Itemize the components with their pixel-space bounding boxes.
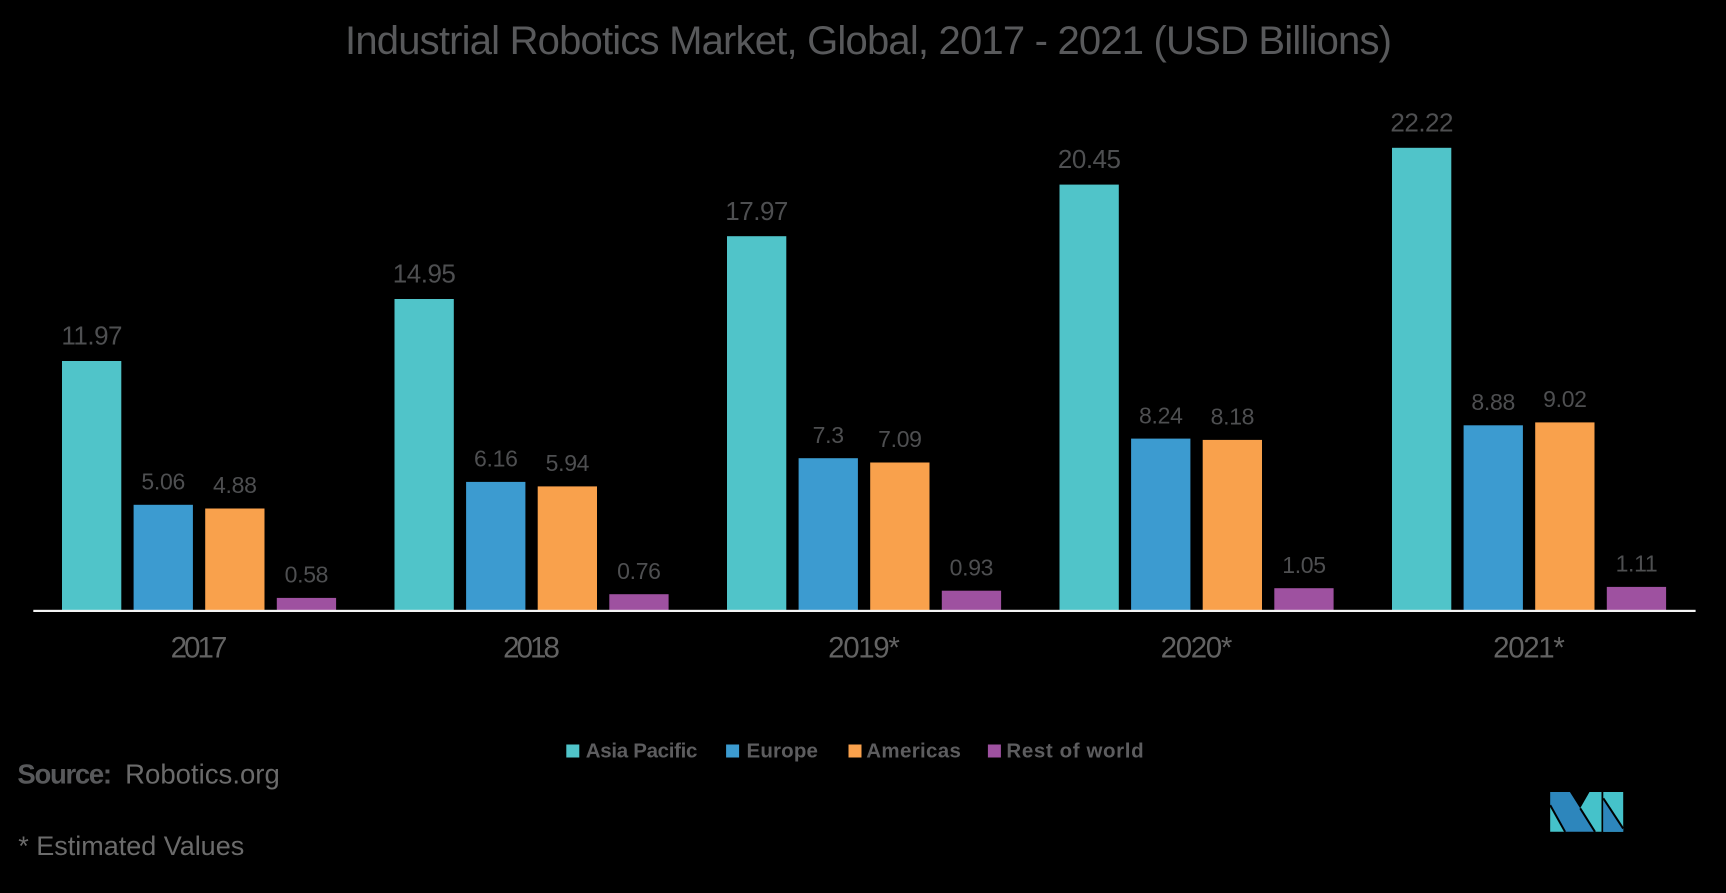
- svg-text:2017: 2017: [171, 632, 228, 665]
- svg-text:Americas: Americas: [866, 740, 961, 763]
- svg-text:20.45: 20.45: [1058, 144, 1121, 174]
- svg-text:17.97: 17.97: [725, 196, 788, 226]
- svg-text:1.11: 1.11: [1616, 551, 1658, 577]
- svg-text:0.58: 0.58: [285, 562, 329, 588]
- svg-text:1.05: 1.05: [1282, 552, 1326, 578]
- svg-text:2020*: 2020*: [1161, 632, 1233, 665]
- svg-text:Industrial Robotics Market, Gl: Industrial Robotics Market, Global, 2017…: [345, 19, 1392, 63]
- svg-text:7.3: 7.3: [813, 422, 844, 448]
- svg-text:6.16: 6.16: [474, 446, 518, 472]
- svg-text:8.24: 8.24: [1139, 402, 1183, 428]
- svg-text:8.88: 8.88: [1471, 389, 1515, 415]
- svg-text:0.76: 0.76: [617, 558, 661, 584]
- svg-text:Rest of world: Rest of world: [1006, 740, 1143, 763]
- svg-text:7.09: 7.09: [878, 426, 922, 452]
- svg-text:0.93: 0.93: [950, 554, 994, 580]
- svg-text:11.97: 11.97: [61, 321, 122, 351]
- svg-text:Asia Pacific: Asia Pacific: [586, 740, 698, 763]
- svg-text:4.88: 4.88: [213, 472, 257, 498]
- svg-text:Europe: Europe: [747, 740, 818, 763]
- svg-text:5.06: 5.06: [141, 469, 185, 495]
- svg-text:* Estimated Values: * Estimated Values: [18, 831, 244, 861]
- svg-text:2018: 2018: [503, 632, 560, 665]
- svg-text:5.94: 5.94: [546, 450, 590, 476]
- svg-text:Source:: Source:: [17, 759, 112, 790]
- svg-text:Robotics.org: Robotics.org: [125, 759, 280, 790]
- svg-text:2019*: 2019*: [828, 632, 900, 665]
- svg-text:8.18: 8.18: [1211, 404, 1255, 430]
- svg-text:14.95: 14.95: [393, 259, 456, 289]
- svg-text:22.22: 22.22: [1390, 107, 1453, 137]
- svg-text:9.02: 9.02: [1543, 386, 1587, 412]
- svg-text:2021*: 2021*: [1493, 632, 1565, 665]
